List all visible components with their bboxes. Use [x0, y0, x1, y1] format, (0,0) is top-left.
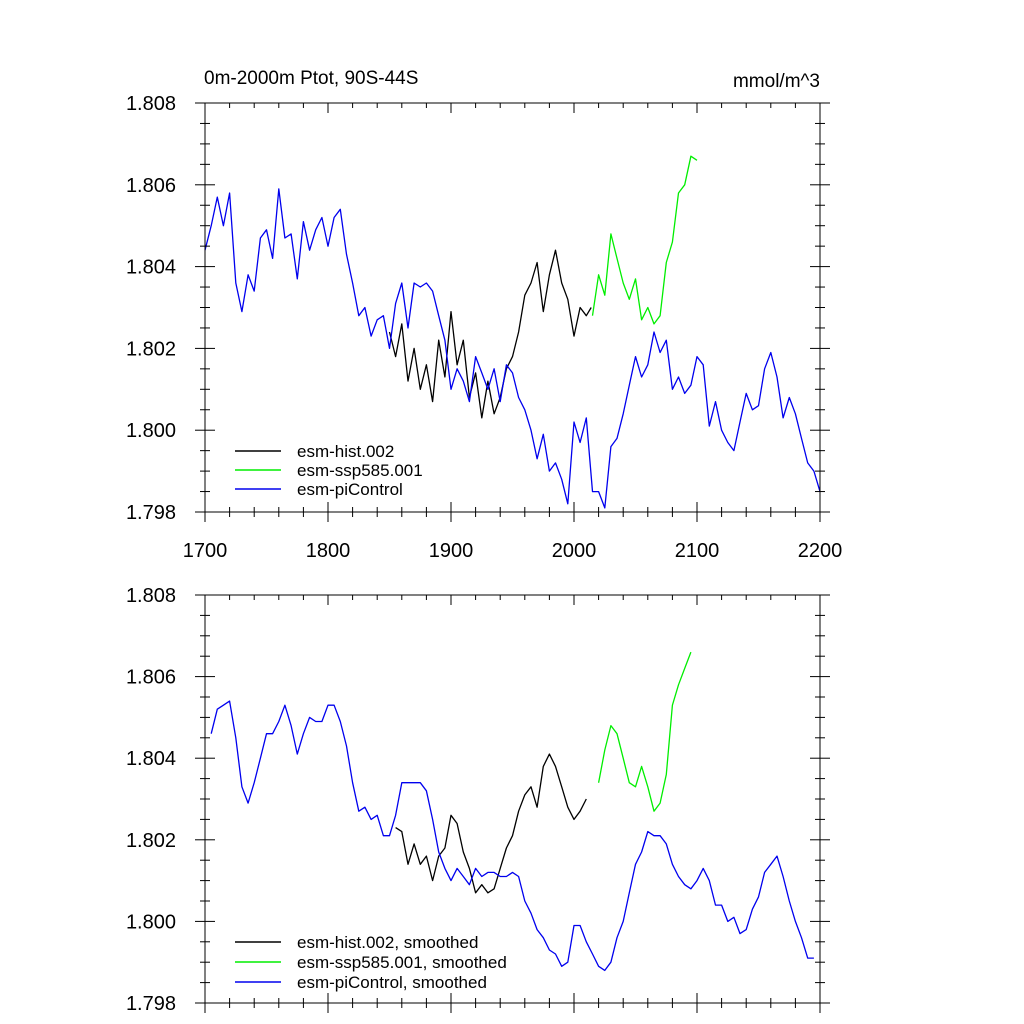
legend-label: esm-ssp585.001 [297, 461, 423, 480]
x-tick-label: 2000 [552, 540, 597, 562]
y-tick-label: 1.806 [126, 175, 176, 197]
legend-label: esm-hist.002 [297, 442, 394, 461]
legend-label: esm-hist.002, smoothed [297, 933, 478, 952]
panel-bottom: 1.798 1.800 1.802 1.804 1.806 1.808 esm-hist.… [126, 585, 830, 1015]
panel-top: 0m-2000m Ptot, 90S-44S mmol/m^3 1700 1800… [126, 68, 842, 562]
y-tick-label: 1.806 [126, 667, 176, 689]
y-tick-label: 1.798 [126, 502, 176, 524]
x-tick-label: 2100 [675, 540, 720, 562]
legend: esm-hist.002esm-ssp585.001esm-piControl [235, 442, 423, 499]
x-tick-label: 1900 [429, 540, 474, 562]
series-line-1 [593, 156, 698, 324]
y-tick-label: 1.798 [126, 993, 176, 1015]
y-tick-label: 1.808 [126, 93, 176, 115]
units-label: mmol/m^3 [733, 71, 820, 92]
y-tick-label: 1.808 [126, 585, 176, 607]
legend: esm-hist.002, smoothedesm-ssp585.001, sm… [235, 933, 507, 992]
chart-title: 0m-2000m Ptot, 90S-44S [204, 68, 418, 89]
y-tick-label: 1.802 [126, 830, 176, 852]
y-tick-label: 1.802 [126, 338, 176, 360]
y-tick-label: 1.800 [126, 911, 176, 933]
x-tick-label: 1700 [183, 540, 228, 562]
axis-layer: 1700 1800 1900 2000 2100 2200 1.798 1.800 1.802 1… [126, 93, 842, 562]
y-tick-label: 1.804 [126, 257, 176, 279]
y-tick-label: 1.800 [126, 420, 176, 442]
y-tick-label: 1.804 [126, 748, 176, 770]
series-line-0 [390, 250, 592, 418]
legend-label: esm-piControl, smoothed [297, 973, 487, 992]
series-layer [211, 652, 814, 970]
legend-label: esm-ssp585.001, smoothed [297, 953, 507, 972]
legend-label: esm-piControl [297, 480, 403, 499]
x-tick-label: 2200 [798, 540, 843, 562]
series-line-1 [599, 652, 691, 811]
x-tick-label: 1800 [306, 540, 351, 562]
